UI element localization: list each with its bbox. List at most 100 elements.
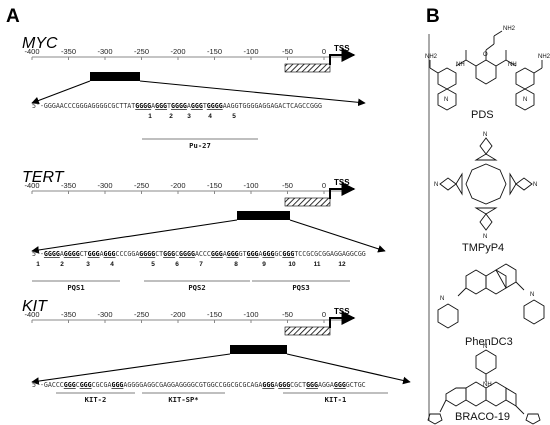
sequence-segment: GT [239, 250, 247, 258]
g-tract: GGG [278, 381, 290, 389]
pds-atom: NH2 [425, 54, 438, 60]
g-tract: GGG [227, 250, 239, 258]
pds-atom: NH2 [503, 26, 516, 32]
region-label: PQS3 [292, 283, 309, 292]
phendc3-structure [437, 263, 545, 329]
g-tract-number: 11 [314, 261, 321, 268]
axis-tick-label: -300 [97, 310, 112, 319]
braco19-atom: N [483, 344, 487, 350]
zoom-line-right [286, 353, 411, 385]
sequence: 5'-GACCCGGGCGGGCGCGAGGGAGGGGAGGCGAGGAGGG… [32, 381, 366, 389]
hatched-region [284, 326, 331, 336]
sequence-segment: CT [80, 250, 88, 258]
region-label: KIT-2 [85, 395, 107, 404]
tss-arrow [329, 311, 356, 328]
tss-label: TSS [334, 307, 350, 316]
sequence-segment: TCCGCGCGGAGGAGGCGG [294, 250, 365, 258]
sequence: 5'-GGGGAGGGGCTGGGAGGGCCCGGAGGGGCTGGGCGGG… [32, 250, 366, 258]
tss-label: TSS [334, 178, 350, 187]
sequence-segment: A [274, 381, 278, 389]
g-tract-number: 2 [60, 261, 64, 268]
g-tract: GGG [211, 250, 223, 258]
axis-tick-label: 0 [322, 47, 326, 56]
axis-tick-label: -350 [61, 47, 76, 56]
pds-structure [429, 30, 543, 111]
axis-tick-label: -50 [282, 47, 293, 56]
g-tract: GGG [263, 250, 275, 258]
axis-tick-label: -400 [24, 310, 39, 319]
g-tract: GGG [155, 102, 167, 110]
g-tract: GGG [104, 250, 116, 258]
g-tract-number: 3 [86, 261, 90, 268]
sequence-segment: A [100, 250, 104, 258]
sequence-segment: A [187, 102, 191, 110]
g-tract: GGG [191, 102, 203, 110]
tmpyp4-atom: N [533, 182, 537, 188]
axis-tick-label: -50 [282, 181, 293, 190]
phendc3-atom: N [530, 292, 534, 298]
g-tract-number: 4 [208, 113, 212, 120]
sequence-segment: CT [155, 250, 163, 258]
sequence-prefix: 5'- [32, 102, 44, 110]
sequence-prefix: 5'- [32, 250, 44, 258]
zoom-line-left [31, 353, 231, 385]
pds-atom: N [444, 97, 448, 103]
g-tract: GGG [163, 250, 175, 258]
g4-region-bar [237, 211, 290, 220]
zoom-line-left [31, 80, 91, 105]
region-label: PQS2 [188, 283, 205, 292]
sequence-segment: AGGGGAGGCGAGGAGGGGCGTGGCCGGCGCGCAGA [123, 381, 262, 389]
g-tract-number: 8 [234, 261, 238, 268]
tmpyp4-atom: N [483, 234, 487, 240]
tss-arrow [329, 182, 356, 199]
g4-region-bar [230, 345, 287, 354]
g-tract: GGG [282, 250, 294, 258]
g-tract-number: 7 [199, 261, 203, 268]
g-tract-number: 1 [36, 261, 40, 268]
sequence-segment: CGCT [290, 381, 306, 389]
sequence-prefix: 5'- [32, 381, 44, 389]
compound-name-phendc3: PhenDC3 [465, 336, 513, 348]
region-label: KIT-1 [325, 395, 347, 404]
g-tract-number: 4 [110, 261, 114, 268]
hatched-region [284, 197, 331, 207]
zoom-line-left [31, 219, 238, 254]
axis-tick-label: -100 [243, 47, 258, 56]
tmpyp4-atom: N [483, 132, 487, 138]
axis-tick-label: -300 [97, 47, 112, 56]
g-tract-number: 5 [151, 261, 155, 268]
axis-tick-label: -100 [243, 310, 258, 319]
gene-block-kit: KIT -400 -350 -300 -250 -200 -150 -100 -50 0 TSS 5… [22, 298, 411, 404]
sequence-segment: T [203, 102, 207, 110]
tss-label: TSS [334, 44, 350, 53]
axis-tick-label: 0 [322, 310, 326, 319]
sequence: 5'-GGGAACCCGGGAGGGGCGCTTATGGGGAGGGTGGGGA… [32, 102, 322, 110]
g-tract: GGG [334, 381, 346, 389]
sequence-segment: AAGGTGGGGAGGAGACTCAGCCGGG [223, 102, 322, 110]
g-tract-number: 1 [148, 113, 152, 120]
sequence-segment: CCCGGA [115, 250, 139, 258]
compound-panel: NH2 O NH2 NH2 NH NH N N PDS N N N N TMPy… [425, 26, 550, 425]
axis-tick-label: -150 [207, 181, 222, 190]
sequence-segment: C [175, 250, 179, 258]
braco19-structure [427, 349, 541, 425]
compound-name-pds: PDS [471, 109, 494, 121]
g-tract: GGG [111, 381, 123, 389]
region-label: PQS1 [67, 283, 84, 292]
axis-tick-label: -250 [134, 310, 149, 319]
panel-label-a: A [6, 6, 20, 27]
sequence-segment: A [151, 102, 155, 110]
g-tract: GGG [262, 381, 274, 389]
gene-block-tert: TERT -400 -350 -300 -250 -200 -150 -100 -50 0 TSS… [22, 169, 386, 292]
g-tract: GGGG [171, 102, 187, 110]
sequence-segment: T [167, 102, 171, 110]
panel-label-b: B [426, 6, 440, 27]
axis-tick-label: -200 [170, 181, 185, 190]
g-tract: GGGG [44, 250, 60, 258]
g-tract-number: 2 [169, 113, 173, 120]
axis-tick-label: 0 [322, 181, 326, 190]
g-tract: GGGG [179, 250, 195, 258]
g-tract-number: 10 [288, 261, 296, 268]
axis-tick-label: -200 [170, 47, 185, 56]
